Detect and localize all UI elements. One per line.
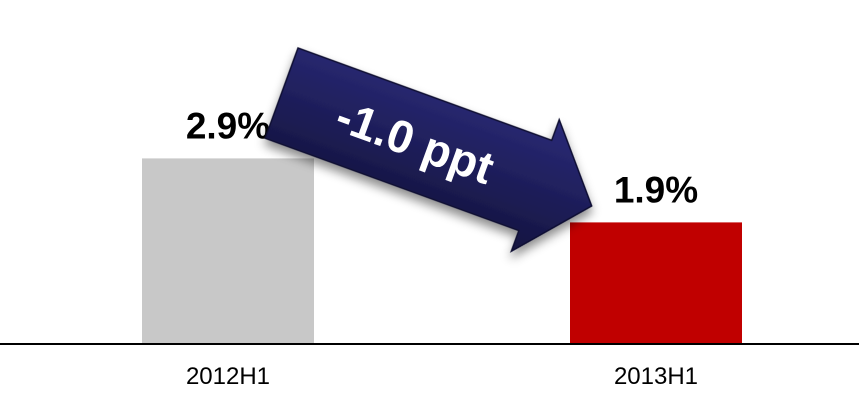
change-arrow-shape [264, 47, 593, 253]
x-tick-label-2013H1: 2013H1 [614, 363, 698, 390]
change-arrow-annotation: -1.0 ppt [264, 47, 593, 253]
bar-2012H1 [142, 158, 314, 344]
value-label-2013H1: 1.9% [614, 169, 698, 210]
bars-layer [142, 158, 742, 344]
value-labels-layer: 2.9% 1.9% [186, 105, 698, 210]
x-tick-label-2012H1: 2012H1 [186, 363, 270, 390]
tick-labels-layer: 2012H1 2013H1 [186, 363, 698, 390]
bar-2013H1 [570, 222, 742, 344]
value-label-2012H1: 2.9% [186, 105, 270, 146]
